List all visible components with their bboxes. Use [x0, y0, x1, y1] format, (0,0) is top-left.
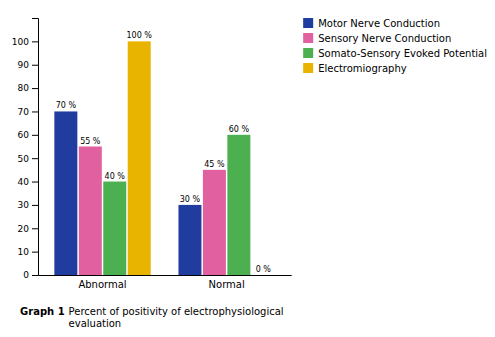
tick-mark	[32, 135, 38, 136]
bar	[227, 135, 250, 275]
data-label: 100 %	[127, 31, 153, 40]
tick: 20	[18, 224, 38, 234]
tick-label: 40	[18, 177, 30, 187]
tick: Abnormal	[78, 275, 126, 290]
chart: Motor Nerve Conduction Sensory Nerve Cond…	[0, 0, 495, 337]
tick-label: 80	[18, 83, 30, 93]
caption-label: Graph 1	[20, 306, 65, 317]
tick-mark	[32, 275, 38, 276]
tick: 30	[18, 200, 38, 210]
data-label: 0 %	[256, 265, 272, 274]
tick-mark	[32, 88, 38, 89]
tick-mark	[32, 182, 38, 183]
axis-line	[39, 275, 292, 276]
legend-item: Electromiography	[303, 63, 407, 74]
legend-swatch	[303, 18, 313, 28]
tick-label: 60	[18, 130, 30, 140]
legend-item: Sensory Nerve Conduction	[303, 33, 451, 44]
tick: 0	[23, 270, 38, 280]
axis-line	[32, 19, 39, 276]
data-label: 55 %	[80, 137, 101, 146]
tick-label: 10	[18, 247, 30, 257]
tick-label: 0	[23, 270, 29, 280]
tick: 90	[18, 60, 38, 70]
tick-label: 70	[18, 107, 30, 117]
tick: Normal	[209, 275, 245, 290]
tick-label: 30	[18, 200, 30, 210]
bar	[203, 170, 226, 275]
tick: 100	[12, 37, 38, 47]
legend-label: Electromiography	[318, 63, 407, 74]
tick-label: Normal	[209, 279, 245, 290]
bars	[54, 41, 250, 275]
tick-mark	[32, 65, 38, 66]
caption-text: Percent of positivity of electrophysiolo…	[69, 306, 284, 329]
tick-label: Abnormal	[78, 279, 126, 290]
tick-label: 100	[12, 37, 29, 47]
plot: 0 10 20 30 40 50 60 70 80 90 100 Abnormal Normal 70 %…	[12, 19, 292, 291]
legend-label: Sensory Nerve Conduction	[318, 33, 451, 44]
tick-mark	[32, 111, 38, 112]
x-axis: Abnormal Normal	[39, 275, 292, 290]
data-label: 30 %	[180, 195, 201, 204]
legend: Motor Nerve Conduction Sensory Nerve Cond…	[303, 18, 487, 74]
tick: 70	[18, 107, 38, 117]
tick-label: 90	[18, 60, 30, 70]
legend-swatch	[303, 63, 313, 73]
bar	[79, 147, 102, 276]
data-label: 45 %	[204, 160, 225, 169]
caption-line: Percent of positivity of electrophysiolo…	[69, 306, 284, 317]
data-label: 70 %	[56, 101, 77, 110]
bar	[54, 111, 77, 275]
tick-mark	[32, 252, 38, 253]
legend-swatch	[303, 48, 313, 58]
legend-swatch	[303, 33, 313, 43]
tick-mark	[32, 228, 38, 229]
tick-mark	[32, 41, 38, 42]
legend-item: Motor Nerve Conduction	[303, 18, 440, 29]
data-labels: 70 % 30 % 55 % 45 % 40 % 60 % 100 % 0 %	[56, 31, 272, 274]
caption-line: evaluation	[69, 318, 122, 329]
tick: 10	[18, 247, 38, 257]
bar	[103, 182, 126, 275]
tick-mark	[32, 205, 38, 206]
tick-label: 50	[18, 154, 30, 164]
tick: 40	[18, 177, 38, 187]
bar	[178, 205, 201, 275]
legend-item: Somato-Sensory Evoked Potential	[303, 48, 487, 59]
tick: 50	[18, 154, 38, 164]
data-label: 40 %	[105, 172, 126, 181]
y-axis: 0 10 20 30 40 50 60 70 80 90 100	[12, 19, 39, 281]
tick-label: 20	[18, 224, 30, 234]
legend-label: Somato-Sensory Evoked Potential	[318, 48, 487, 59]
caption: Graph 1 Percent of positivity of electrop…	[20, 306, 284, 329]
data-label: 60 %	[229, 125, 250, 134]
tick: 60	[18, 130, 38, 140]
bar	[252, 275, 275, 276]
tick: 80	[18, 83, 38, 93]
legend-label: Motor Nerve Conduction	[318, 18, 440, 29]
bar	[128, 41, 151, 275]
tick-mark	[32, 158, 38, 159]
